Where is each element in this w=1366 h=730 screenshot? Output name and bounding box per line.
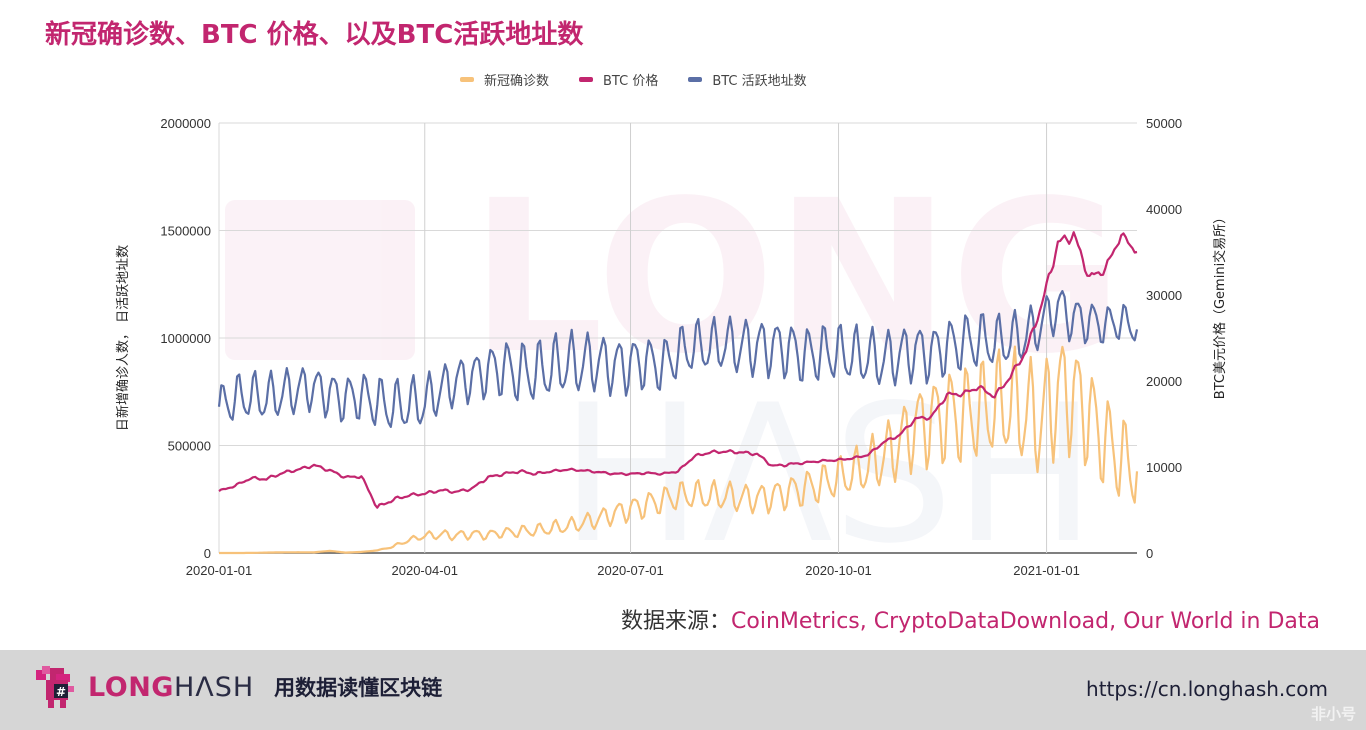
right-axis-title: BTC美元价格（Gemini交易所） xyxy=(1212,211,1228,399)
data-source: 数据来源：CoinMetrics, CryptoDataDownload, Ou… xyxy=(621,603,1320,635)
svg-text:2020-07-01: 2020-07-01 xyxy=(597,563,664,578)
x-axis: 2020-01-01 2020-04-01 2020-07-01 2020-10-01… xyxy=(186,563,1080,578)
brand-hash: HΛSH xyxy=(173,671,255,703)
legend-item-btc-price[interactable]: BTC 价格 xyxy=(579,70,658,89)
hash-watermark: HΛSH xyxy=(560,364,1096,585)
svg-text:50000: 50000 xyxy=(1146,116,1182,131)
svg-text:2020-04-01: 2020-04-01 xyxy=(392,563,459,578)
chart-title: 新冠确诊数、BTC 价格、以及BTC活跃地址数 xyxy=(45,20,584,50)
brand-long: LONG xyxy=(88,671,174,703)
svg-text:2021-01-01: 2021-01-01 xyxy=(1013,563,1080,578)
legend-label: 新冠确诊数 xyxy=(484,74,550,89)
source-prefix: 数据来源： xyxy=(621,609,732,634)
legend-item-active-addresses[interactable]: BTC 活跃地址数 xyxy=(688,70,807,89)
feixiaohao-watermark: 非小号 xyxy=(1310,705,1356,723)
source-list: CoinMetrics, CryptoDataDownload, Our Wor… xyxy=(731,609,1320,634)
right-y-axis: 0 10000 20000 30000 40000 50000 xyxy=(1146,116,1182,561)
legend-label: BTC 价格 xyxy=(603,74,659,89)
legend-swatch-btc-price xyxy=(579,77,594,82)
series-line xyxy=(219,345,1139,555)
dino-logo-icon: # xyxy=(36,666,74,708)
legend-swatch-covid xyxy=(460,77,474,82)
chart-legend: 新冠确诊数 BTC 价格 BTC 活跃地址数 xyxy=(460,70,807,89)
svg-text:2020-01-01: 2020-01-01 xyxy=(186,563,253,578)
legend-item-covid[interactable]: 新冠确诊数 xyxy=(460,70,549,89)
svg-text:HΛSH: HΛSH xyxy=(560,364,1096,585)
svg-text:2020-10-01: 2020-10-01 xyxy=(805,563,872,578)
svg-text:#: # xyxy=(56,685,66,699)
svg-text:2000000: 2000000 xyxy=(160,116,211,131)
legend-swatch-active-addresses xyxy=(688,77,703,82)
svg-text:10000: 10000 xyxy=(1146,460,1182,475)
svg-text:1500000: 1500000 xyxy=(160,224,211,239)
svg-text:500000: 500000 xyxy=(168,439,211,454)
svg-text:20000: 20000 xyxy=(1146,374,1182,389)
left-y-axis: 0 500000 1000000 1500000 2000000 xyxy=(160,116,211,561)
tagline: 用数据读懂区块链 xyxy=(274,676,443,700)
svg-text:30000: 30000 xyxy=(1146,288,1182,303)
svg-text:0: 0 xyxy=(204,546,211,561)
longhash-logo[interactable]: # LONG HΛSH 用数据读懂区块链 xyxy=(34,664,442,710)
svg-text:40000: 40000 xyxy=(1146,202,1182,217)
chart-gridlines xyxy=(218,122,1137,554)
series-line xyxy=(218,231,1138,509)
svg-text:1000000: 1000000 xyxy=(160,331,211,346)
svg-text:0: 0 xyxy=(1146,546,1153,561)
legend-label: BTC 活跃地址数 xyxy=(712,74,807,89)
site-url-link[interactable]: https://cn.longhash.com xyxy=(1086,677,1328,701)
left-axis-title: 日新增确诊人数， 日活跃地址数 xyxy=(115,245,131,431)
footer-bar: # LONG HΛSH 用数据读懂区块链 https://cn.longhash.… xyxy=(0,650,1366,730)
series-line xyxy=(217,290,1139,428)
chart-series xyxy=(217,231,1139,555)
